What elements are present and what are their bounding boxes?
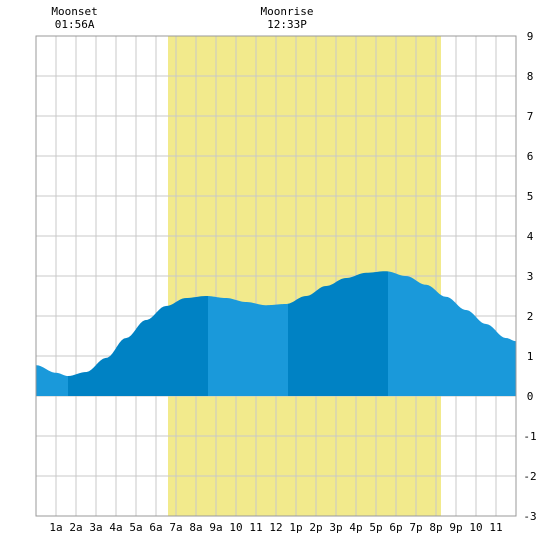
x-tick-label: 10 (469, 521, 482, 534)
tide-band-5 (388, 271, 516, 396)
x-tick-label: 6p (389, 521, 402, 534)
x-tick-label: 11 (249, 521, 262, 534)
y-tick-label: -1 (523, 430, 536, 443)
x-tick-label: 1p (289, 521, 302, 534)
x-tick-label: 7p (409, 521, 422, 534)
y-tick-label: -3 (523, 510, 536, 523)
tide-band-1 (36, 365, 68, 396)
y-tick-label: 6 (527, 150, 534, 163)
y-tick-label: 2 (527, 310, 534, 323)
moon-event-title: Moonrise (261, 5, 314, 18)
y-tick-label: 4 (527, 230, 534, 243)
moon-event-time: 12:33P (267, 18, 307, 31)
x-tick-label: 8a (189, 521, 202, 534)
x-tick-label: 3p (329, 521, 342, 534)
y-tick-label: -2 (523, 470, 536, 483)
x-tick-label: 5p (369, 521, 382, 534)
x-tick-label: 8p (429, 521, 442, 534)
x-tick-label: 4p (349, 521, 362, 534)
x-tick-label: 12 (269, 521, 282, 534)
moon-event-time: 01:56A (55, 18, 95, 31)
y-tick-label: 9 (527, 30, 534, 43)
y-tick-label: 8 (527, 70, 534, 83)
x-tick-label: 6a (149, 521, 162, 534)
x-tick-label: 9p (449, 521, 462, 534)
x-tick-label: 11 (489, 521, 502, 534)
x-tick-label: 10 (229, 521, 242, 534)
y-tick-label: 3 (527, 270, 534, 283)
y-tick-label: 0 (527, 390, 534, 403)
x-tick-label: 9a (209, 521, 222, 534)
y-tick-label: 5 (527, 190, 534, 203)
y-tick-label: 1 (527, 350, 534, 363)
tide-band-2 (68, 296, 208, 396)
x-tick-label: 4a (109, 521, 122, 534)
tide-band-3 (208, 296, 288, 396)
x-tick-label: 5a (129, 521, 142, 534)
plot-border (35, 35, 517, 517)
x-tick-label: 2a (69, 521, 82, 534)
x-tick-label: 3a (89, 521, 102, 534)
moon-event-title: Moonset (51, 5, 97, 18)
x-tick-label: 2p (309, 521, 322, 534)
y-tick-label: 7 (527, 110, 534, 123)
tide-band-4 (288, 271, 388, 396)
x-tick-label: 1a (49, 521, 62, 534)
x-tick-label: 7a (169, 521, 182, 534)
